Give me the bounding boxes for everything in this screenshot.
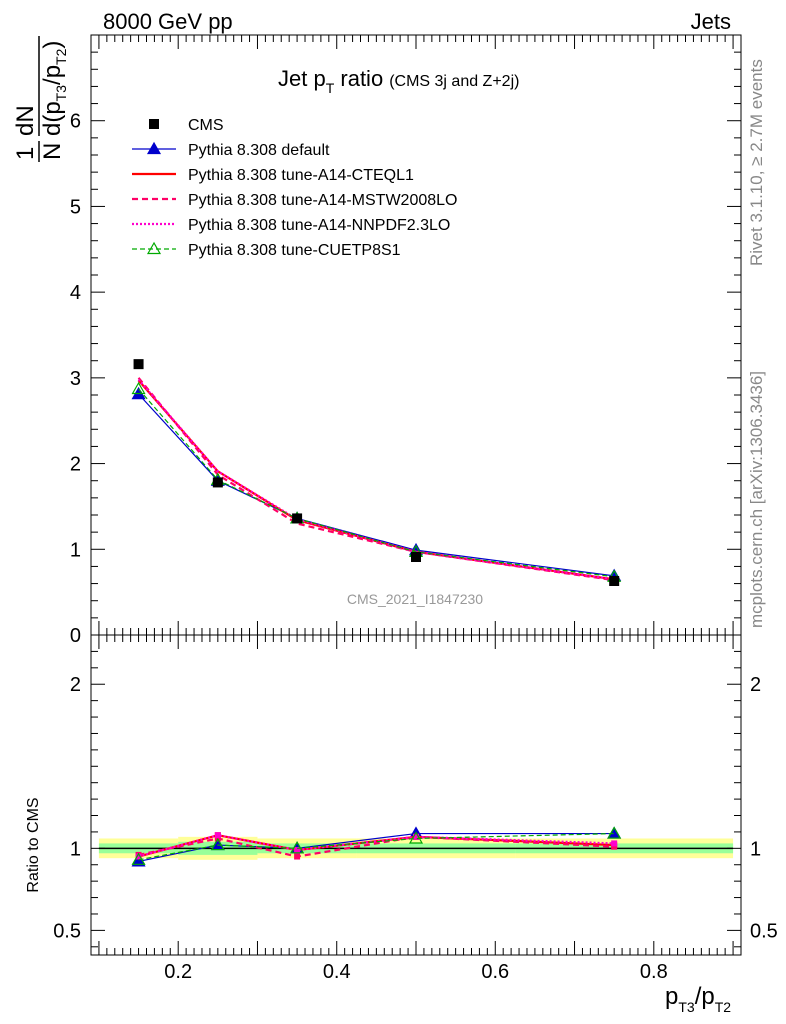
ylabel-denominator: d(pT3/pT2) [39,41,69,136]
main-y-tick-label: 6 [70,111,81,133]
ratio-y-label: Ratio to CMS [25,797,42,892]
x-tick-labels: 0.2 0.4 0.6 0.8 [164,961,667,983]
title-main: Jet p [278,66,326,91]
ylabel-dN: dN [12,105,39,136]
ratio-frame [90,634,742,956]
series-line-nnpdf [137,378,615,581]
ratio-y-tick-label-right: 2 [750,674,761,696]
ratio-point-mstw [611,843,618,850]
rivet-label: Rivet 3.1.10, ≥ 2.7M events [747,59,766,266]
legend: CMS Pythia 8.308 default Pythia 8.308 tune… [132,117,457,259]
ratio-point-mstw [294,853,301,860]
ratio-line-cuetp8s1 [138,832,615,861]
ratio-y-tick-label-left: 1 [70,838,81,860]
point-cms [133,359,144,370]
ratio-y-tick-label-left: 0.5 [53,920,81,942]
legend-marker-cms [149,119,159,129]
ratio-axis-ticks [91,635,741,955]
legend-label-cuetp8s1: Pythia 8.308 tune-CUETP8S1 [188,242,401,259]
cms-uncertainty-band [98,836,734,860]
series-line-default [138,393,615,577]
x-tick-label: 0.6 [481,961,509,983]
point-cms [609,576,620,586]
legend-label-cteql1: Pythia 8.308 tune-A14-CTEQL1 [188,167,414,184]
mcplots-label: mcplots.cern.ch [arXiv:1306.3436] [747,371,766,628]
header-right: Jets [691,9,731,34]
ratio-line-nnpdf [138,834,615,858]
point-cuetp8s1 [131,381,146,395]
ratio-point-cuetp8s1 [131,852,146,865]
ylabel-N: N [39,143,66,160]
ratio-point-default [607,826,622,839]
ratio-plot: 0.5 0.5 1 1 2 2 [53,634,778,956]
ratio-point-nnpdf [214,832,221,839]
x-tick-label: 0.4 [323,961,351,983]
main-axis-ticks [91,35,741,636]
title-sub: T [326,80,335,96]
main-plot: 0 1 2 3 4 5 6 CMS_2021_I1847230 Jet pT ratio (C… [70,34,742,647]
x-tick-label: 0.2 [164,961,192,983]
ylabel-one: 1 [12,147,39,160]
ratio-point-cuetp8s1 [290,841,305,854]
point-cms [292,513,303,524]
main-y-tick-label: 1 [70,539,81,561]
point-cms [411,552,421,562]
main-y-tick-labels: 0 1 2 3 4 5 6 [70,111,81,647]
ratio-point-cuetp8s1 [210,837,225,851]
ratio-y-tick-label-right: 1 [750,838,761,860]
series-line-cteql1 [137,379,615,581]
main-y-tick-label: 5 [70,196,81,218]
ratio-y-tick-label-right: 0.5 [750,920,778,942]
plot-title: Jet pT ratio (CMS 3j and Z+2j) [278,66,519,96]
ratio-point-nnpdf [135,853,142,860]
x-tick-label: 0.8 [640,961,668,983]
legend-label-cms: CMS [188,117,224,134]
x-axis-label: pT3/pT2 [665,983,731,1015]
ratio-point-default [131,854,146,867]
main-y-tick-label: 3 [70,368,81,390]
ratio-y-tick-labels: 0.5 0.5 1 1 2 2 [53,674,778,942]
legend-label-mstw: Pythia 8.308 tune-A14-MSTW2008LO [188,192,457,209]
main-y-label: 1 N dN d(pT3/pT2) [12,36,69,162]
series-line-mstw [137,377,615,582]
ratio-point-nnpdf [611,840,618,847]
legend-label-nnpdf: Pythia 8.308 tune-A14-NNPDF2.3LO [188,217,450,234]
ratio-series [131,826,622,867]
main-series [131,359,622,586]
ratio-point-cuetp8s1 [607,826,622,839]
ratio-y-tick-label-left: 2 [70,674,81,696]
legend-marker-default [146,141,162,155]
main-y-tick-label: 2 [70,454,81,476]
watermark: CMS_2021_I1847230 [347,591,483,607]
title-small: (CMS 3j and Z+2j) [389,73,519,90]
header-left: 8000 GeV pp [103,9,233,34]
legend-marker-cuetp8s1 [146,241,162,255]
legend-label-default: Pythia 8.308 default [188,142,330,159]
main-y-tick-label: 0 [70,625,81,647]
main-y-tick-label: 4 [70,282,81,304]
ratio-point-nnpdf [294,846,301,853]
title-rest: ratio [334,66,383,91]
ratio-point-nnpdf [413,833,419,840]
series-line-cuetp8s1 [138,388,615,578]
ratio-point-cuetp8s1 [408,831,424,844]
point-cms [212,477,223,488]
